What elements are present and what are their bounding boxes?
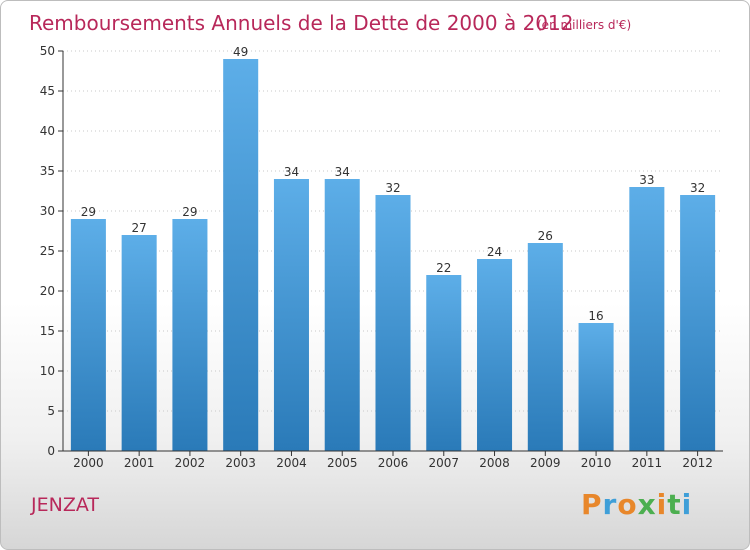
- bar-2005: [324, 179, 360, 451]
- x-tick-label-2002: 2002: [175, 456, 206, 470]
- x-tick-label-2009: 2009: [530, 456, 561, 470]
- x-tick-label-2008: 2008: [479, 456, 510, 470]
- data-label-2012: 32: [690, 181, 705, 195]
- y-tick-label: 30: [40, 204, 55, 218]
- y-axis-ticks: 0 5 10 15 20 25 30 35 40 45 50: [40, 44, 63, 458]
- y-tick-label: 35: [40, 164, 55, 178]
- bar-2009: [527, 243, 563, 451]
- data-label-2007: 22: [436, 261, 451, 275]
- bar-2003: [223, 59, 259, 451]
- data-label-2009: 26: [538, 229, 553, 243]
- bar-2010: [578, 323, 614, 451]
- bar-2011: [629, 187, 665, 451]
- bar-2008: [477, 259, 513, 451]
- data-label-2011: 33: [639, 173, 654, 187]
- x-tick-label-2007: 2007: [428, 456, 459, 470]
- logo-letter: t: [667, 488, 682, 521]
- x-tick-label-2010: 2010: [581, 456, 612, 470]
- bar-2004: [273, 179, 309, 451]
- logo-letter: i: [681, 488, 693, 521]
- proxiti-logo: Proxiti: [581, 488, 692, 521]
- x-tick-label-2012: 2012: [682, 456, 713, 470]
- bar-2006: [375, 195, 411, 451]
- data-label-2001: 27: [132, 221, 147, 235]
- x-tick-label-2003: 2003: [225, 456, 256, 470]
- x-tick-label-2011: 2011: [632, 456, 663, 470]
- data-label-2003: 49: [233, 45, 248, 59]
- data-label-2005: 34: [335, 165, 350, 179]
- y-tick-label: 40: [40, 124, 55, 138]
- data-label-2006: 32: [385, 181, 400, 195]
- y-tick-label: 45: [40, 84, 55, 98]
- chart-subtitle: (en milliers d'€): [537, 18, 631, 32]
- bar-2002: [172, 219, 208, 451]
- x-tick-label-2000: 2000: [73, 456, 104, 470]
- logo-letter: o: [617, 488, 638, 521]
- y-tick-label: 25: [40, 244, 55, 258]
- y-tick-label: 5: [47, 404, 55, 418]
- x-tick-label-2004: 2004: [276, 456, 307, 470]
- bars: [70, 59, 716, 451]
- data-label-2010: 16: [588, 309, 603, 323]
- x-tick-label-2001: 2001: [124, 456, 155, 470]
- bar-2007: [426, 275, 462, 451]
- bar-2000: [70, 219, 106, 451]
- y-tick-label: 50: [40, 44, 55, 58]
- logo-letter: r: [602, 488, 618, 521]
- logo-letter: i: [656, 488, 668, 521]
- logo-letter: x: [637, 488, 657, 521]
- x-axis-ticks: 2000 2001 2002 2003 2004 2005 2006 2007 2008 2009…: [73, 451, 713, 470]
- data-labels: 29 27 29 49 34 34 32 22 24 26 16 33 32: [81, 45, 706, 323]
- data-label-2002: 29: [182, 205, 197, 219]
- data-label-2004: 34: [284, 165, 299, 179]
- commune-name: JENZAT: [31, 494, 99, 516]
- chart-title: Remboursements Annuels de la Dette de 20…: [29, 11, 573, 35]
- x-tick-label-2005: 2005: [327, 456, 358, 470]
- y-tick-label: 20: [40, 284, 55, 298]
- data-label-2000: 29: [81, 205, 96, 219]
- x-tick-label-2006: 2006: [378, 456, 409, 470]
- bar-2012: [680, 195, 716, 451]
- y-tick-label: 0: [47, 444, 55, 458]
- data-label-2008: 24: [487, 245, 502, 259]
- y-tick-label: 10: [40, 364, 55, 378]
- bar-2001: [121, 235, 157, 451]
- y-tick-label: 15: [40, 324, 55, 338]
- logo-letter: P: [581, 488, 603, 521]
